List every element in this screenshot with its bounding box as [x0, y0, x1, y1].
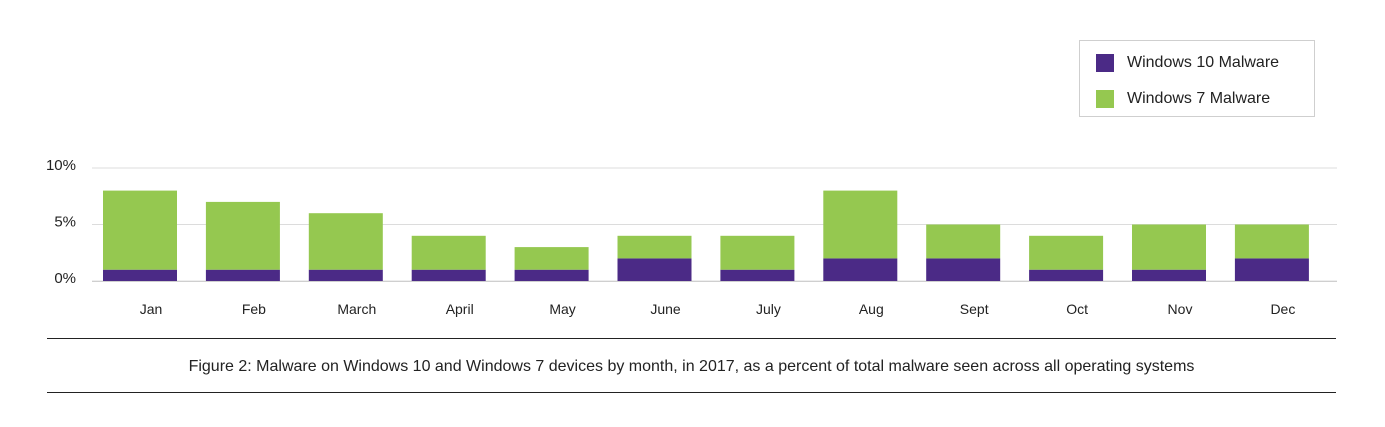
bar-windows-10 [823, 258, 898, 281]
bar-windows-7 [411, 235, 486, 270]
bar-windows-7 [308, 213, 383, 270]
y-tick-label: 0% [54, 270, 76, 287]
legend-item-windows-10: Windows 10 Malware [1096, 53, 1279, 73]
x-tick-label: Dec [1270, 301, 1295, 317]
bar-windows-10 [205, 269, 280, 281]
bar-windows-10 [514, 269, 589, 281]
caption-top-rule [47, 338, 1336, 339]
bar-windows-7 [823, 190, 898, 259]
bar-windows-7 [1029, 235, 1104, 270]
legend: Windows 10 Malware Windows 7 Malware [1079, 40, 1315, 117]
x-tick-label: March [337, 301, 376, 317]
x-tick-label: Jan [140, 301, 163, 317]
y-tick-label: 10% [46, 157, 76, 174]
x-tick-label: June [650, 301, 681, 317]
x-tick-label: May [549, 301, 575, 317]
legend-label-windows-7: Windows 7 Malware [1127, 90, 1271, 107]
legend-label-windows-10: Windows 10 Malware [1127, 54, 1280, 71]
x-tick-label: Feb [242, 301, 266, 317]
bar-windows-10 [1234, 258, 1309, 281]
legend-item-windows-7: Windows 7 Malware [1096, 89, 1270, 109]
bar-windows-10 [1132, 269, 1206, 281]
bar-windows-7 [1132, 224, 1206, 270]
bar-windows-10 [308, 269, 383, 281]
legend-swatch-windows-10 [1096, 54, 1114, 72]
bar-windows-10 [411, 269, 486, 281]
x-tick-label: Nov [1168, 301, 1193, 317]
bar-windows-10 [1029, 269, 1104, 281]
x-tick-label: Sept [960, 301, 989, 317]
bar-windows-7 [514, 247, 589, 270]
legend-swatch-windows-7 [1096, 90, 1114, 108]
x-tick-label: July [756, 301, 781, 317]
bar-windows-7 [1234, 224, 1309, 259]
y-tick-label: 5% [54, 214, 76, 231]
x-tick-label: Oct [1066, 301, 1088, 317]
bar-windows-7 [720, 235, 795, 270]
caption-bottom-rule [47, 392, 1336, 393]
bar-windows-7 [926, 224, 1001, 259]
bar-windows-10 [720, 269, 795, 281]
bar-windows-7 [205, 201, 280, 270]
figure-caption: Figure 2: Malware on Windows 10 and Wind… [188, 358, 1195, 375]
x-tick-label: April [446, 301, 474, 317]
bar-windows-10 [926, 258, 1001, 281]
bar-windows-10 [103, 269, 177, 281]
bar-windows-7 [617, 235, 692, 259]
x-tick-label: Aug [859, 301, 884, 317]
bar-windows-10 [617, 258, 692, 281]
bar-windows-7 [103, 190, 177, 270]
